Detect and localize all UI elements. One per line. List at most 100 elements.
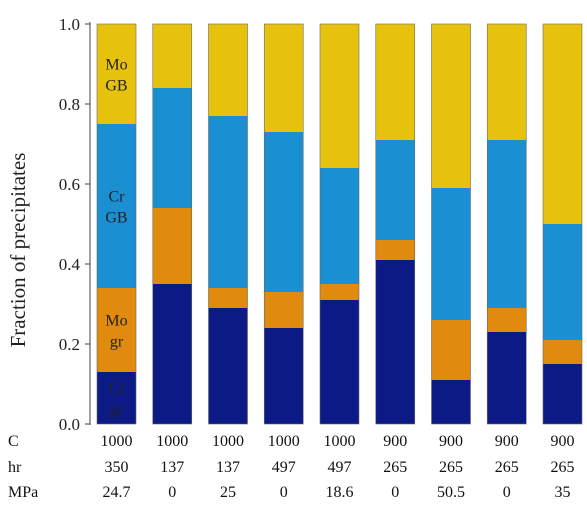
bar-segment xyxy=(320,300,359,424)
condition-row-label: hr xyxy=(8,459,22,476)
bar-outline xyxy=(152,23,193,425)
condition-value: 350 xyxy=(105,459,129,476)
bar-segment xyxy=(543,364,582,424)
bars xyxy=(96,23,583,425)
condition-value: 24.7 xyxy=(103,484,131,501)
condition-value: 900 xyxy=(495,433,519,450)
bar-group xyxy=(319,23,360,425)
bar-group xyxy=(96,23,137,425)
bar-segment xyxy=(431,24,471,188)
bar-segment xyxy=(320,24,359,168)
bar-segment xyxy=(375,140,415,240)
condition-value: 265 xyxy=(495,459,519,476)
bar-segment xyxy=(543,340,582,364)
condition-value: 900 xyxy=(439,433,463,450)
bar-segment xyxy=(97,288,136,372)
y-tick-label: 0.8 xyxy=(59,95,80,114)
bar-segment xyxy=(152,88,192,208)
condition-value: 137 xyxy=(160,459,184,476)
segment-label: Cr xyxy=(109,189,126,206)
bar-segment xyxy=(152,284,192,424)
condition-value: 1000 xyxy=(212,433,244,450)
bar-group xyxy=(152,23,193,425)
condition-value: 900 xyxy=(551,433,575,450)
bar-segment xyxy=(543,24,582,224)
bar-segment xyxy=(375,240,415,260)
bar-segment xyxy=(543,224,582,340)
condition-value: 25 xyxy=(220,484,236,501)
bar-outline xyxy=(431,23,471,425)
bar-group xyxy=(431,23,471,425)
condition-value: 497 xyxy=(272,459,296,476)
segment-label: GB xyxy=(105,78,127,95)
bar-segment xyxy=(431,188,471,320)
bar-segment xyxy=(487,24,527,140)
condition-value: 265 xyxy=(551,459,575,476)
segment-label: GB xyxy=(105,210,127,227)
bar-group xyxy=(263,23,304,425)
condition-value: 35 xyxy=(555,484,571,501)
bar-segment xyxy=(208,24,248,116)
y-tick-label: 0.6 xyxy=(59,175,80,194)
condition-value: 265 xyxy=(439,459,463,476)
condition-value: 497 xyxy=(328,459,352,476)
condition-value: 0 xyxy=(503,484,511,501)
bar-segment xyxy=(375,260,415,424)
condition-value: 1000 xyxy=(324,433,356,450)
segment-label: gr xyxy=(110,402,124,419)
bar-outline xyxy=(319,23,360,425)
bar-segment xyxy=(97,124,136,288)
segment-labels: Cr gr Mo gr Cr GB Mo GB xyxy=(105,57,127,419)
bar-segment xyxy=(208,308,248,424)
segment-label: Mo xyxy=(105,313,127,330)
bar-segment xyxy=(97,24,136,124)
bar-outline xyxy=(96,23,137,425)
bar-outline xyxy=(486,23,527,425)
segment-label: gr xyxy=(110,334,124,351)
bar-segment xyxy=(264,132,304,292)
bar-group xyxy=(375,23,416,425)
bar-segment xyxy=(431,380,471,424)
bar-segment xyxy=(97,372,136,424)
bar-group xyxy=(542,23,583,425)
bar-segment xyxy=(264,292,304,328)
condition-value: 0 xyxy=(280,484,288,501)
bar-segment xyxy=(208,288,248,308)
bar-segment xyxy=(152,24,192,88)
condition-value: 1000 xyxy=(101,433,133,450)
bar-segment xyxy=(320,284,359,300)
condition-value: 1000 xyxy=(268,433,300,450)
bar-segment xyxy=(487,140,527,308)
bar-group xyxy=(208,23,248,425)
bar-outline xyxy=(542,23,583,425)
y-axis-label: Fraction of precipitates xyxy=(6,153,30,348)
bar-segment xyxy=(208,116,248,288)
bar-segment xyxy=(264,328,304,424)
condition-row-label: MPa xyxy=(8,484,38,501)
condition-value: 265 xyxy=(383,459,407,476)
y-tick-label: 0.4 xyxy=(59,255,81,274)
y-tick-label: 0.2 xyxy=(59,335,80,354)
condition-value: 18.6 xyxy=(326,484,354,501)
condition-value: 50.5 xyxy=(437,484,465,501)
segment-label: Mo xyxy=(105,57,127,74)
bar-segment xyxy=(264,24,304,132)
bar-segment xyxy=(320,168,359,284)
condition-value: 1000 xyxy=(156,433,188,450)
bar-segment xyxy=(487,308,527,332)
bar-group xyxy=(486,23,527,425)
bar-outline xyxy=(263,23,304,425)
segment-label: Cr xyxy=(109,381,126,398)
y-axis: 0.0 0.2 0.4 0.6 0.8 1.0 xyxy=(59,15,91,434)
condition-value: 0 xyxy=(391,484,399,501)
condition-value: 137 xyxy=(216,459,240,476)
bar-segment xyxy=(487,332,527,424)
bar-outline xyxy=(208,23,248,425)
bar-segment xyxy=(375,24,415,140)
y-tick-label: 1.0 xyxy=(59,15,80,34)
y-tick-label: 0.0 xyxy=(59,415,80,434)
bar-segment xyxy=(152,208,192,284)
condition-value: 0 xyxy=(168,484,176,501)
